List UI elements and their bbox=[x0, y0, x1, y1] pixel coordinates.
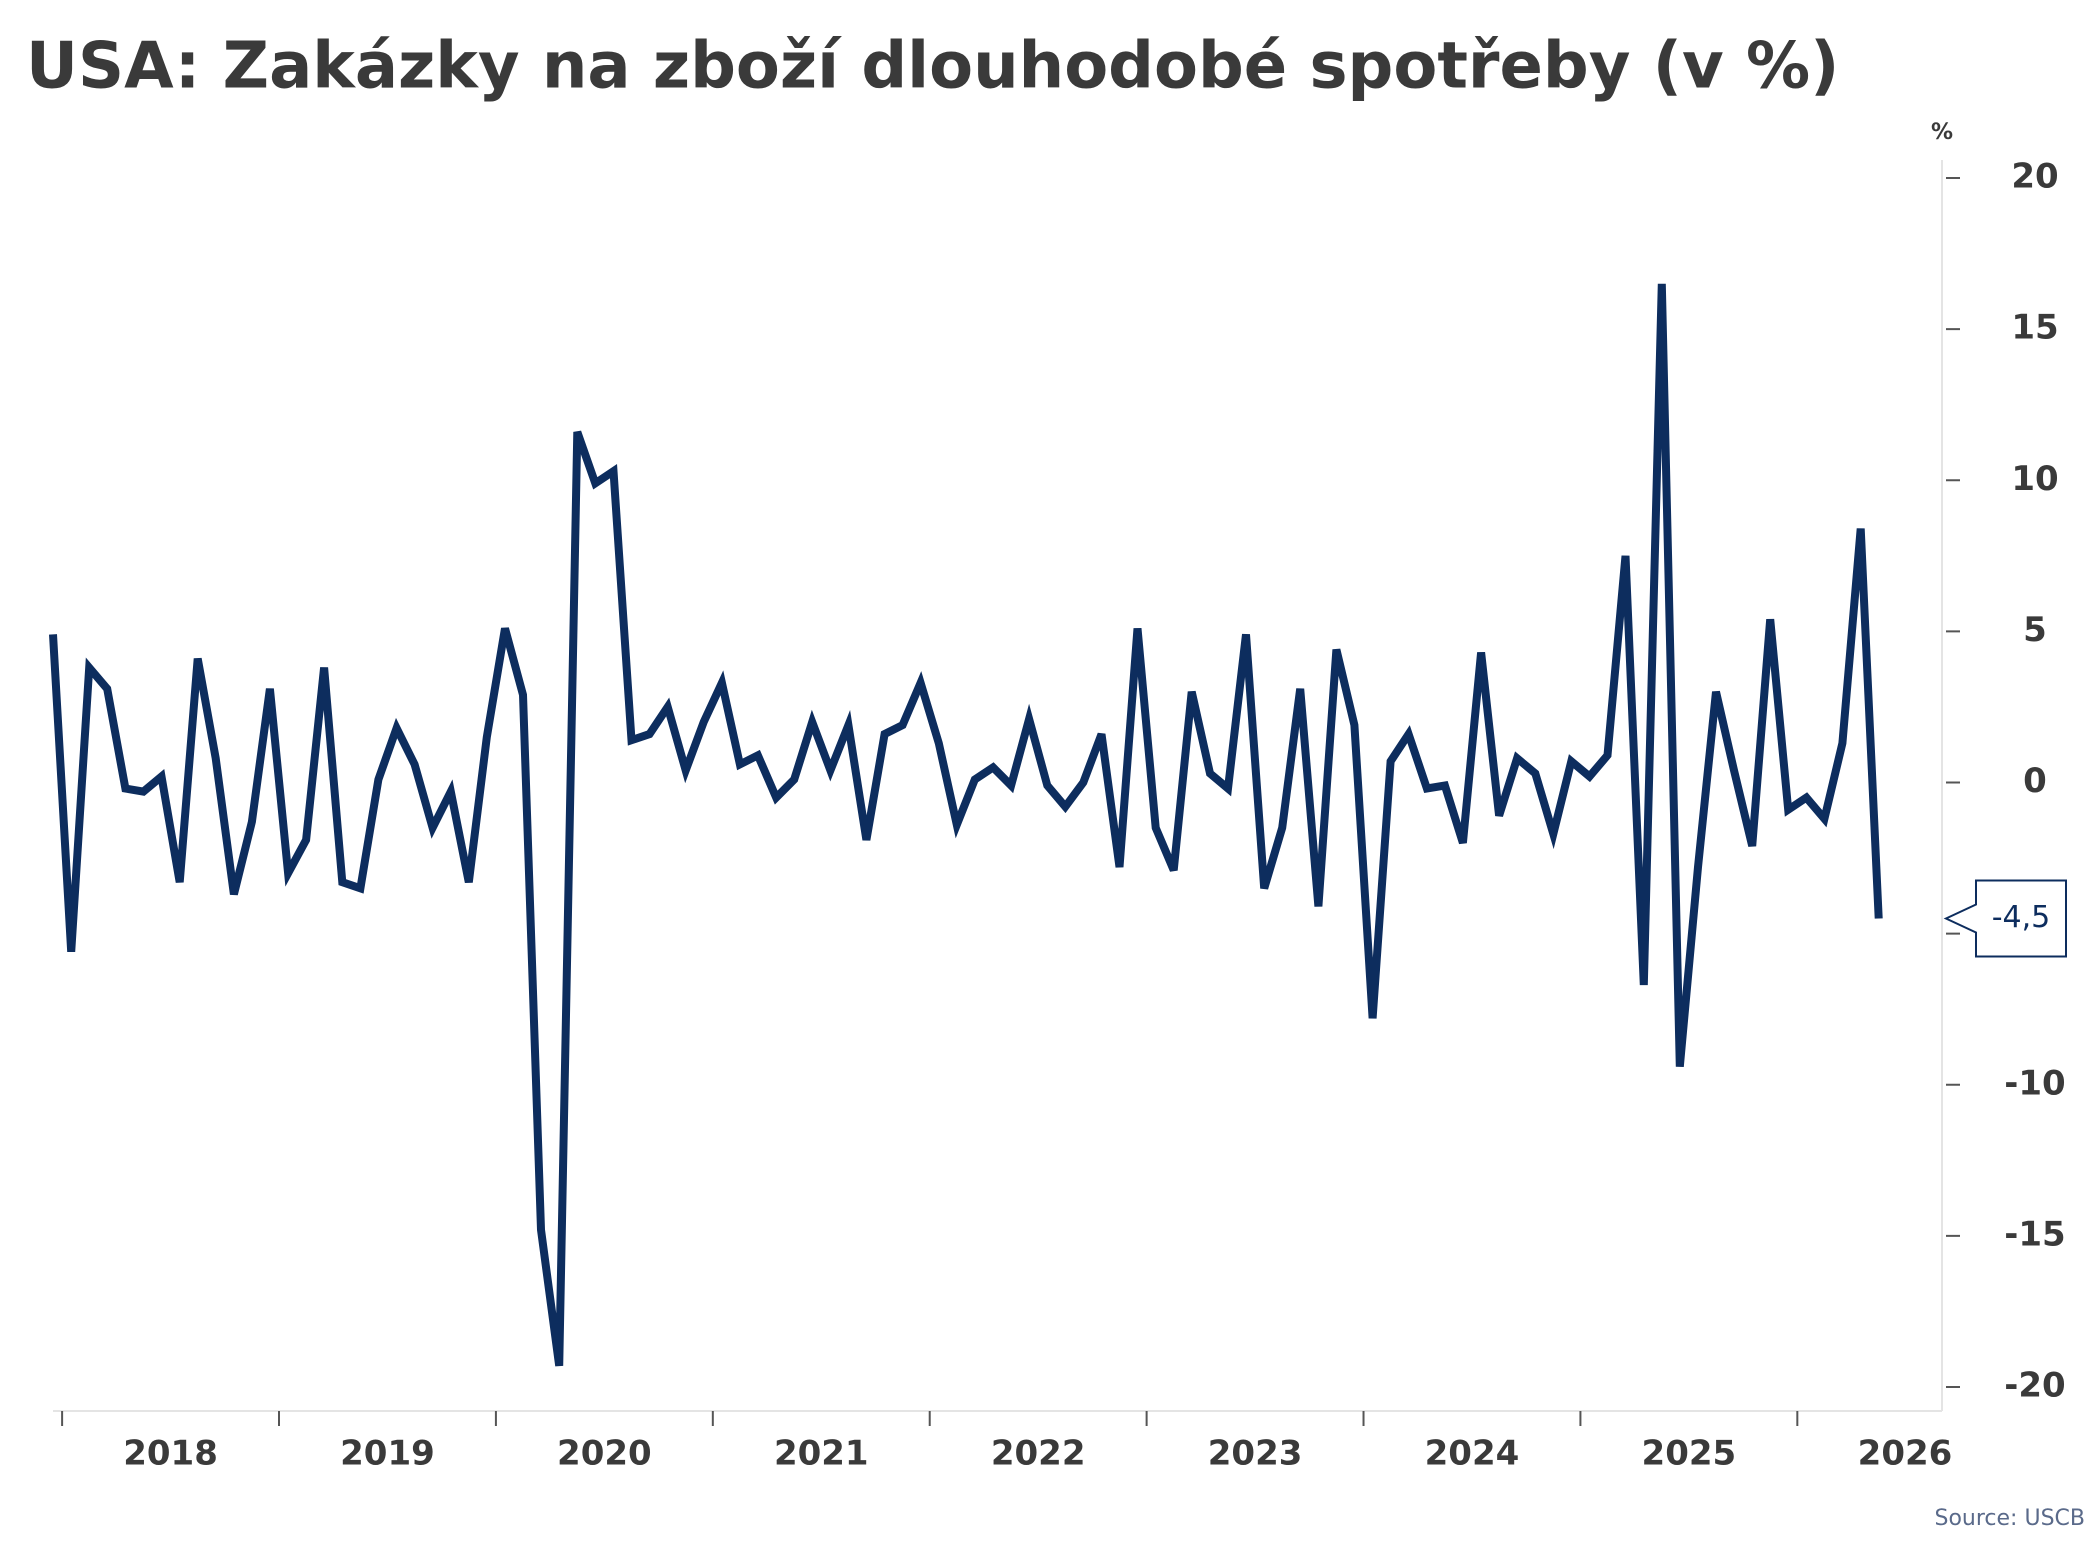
x-tick-label: 2023 bbox=[1208, 1434, 1303, 1474]
x-tick-label: 2021 bbox=[774, 1434, 869, 1474]
chart-title: USA: Zakázky na zboží dlouhodobé spotřeb… bbox=[26, 30, 1839, 104]
source: Source: USCB bbox=[1935, 1506, 2086, 1531]
value-label: -4,5 bbox=[1992, 900, 2051, 935]
x-tick-label: 2026 bbox=[1858, 1434, 1953, 1474]
x-tick-label: 2020 bbox=[557, 1434, 652, 1474]
y-tick-label: 20 bbox=[2011, 157, 2058, 197]
x-tick-label: 2022 bbox=[991, 1434, 1086, 1474]
x-tick-label: 2025 bbox=[1642, 1434, 1737, 1474]
y-tick-label: 5 bbox=[2023, 610, 2047, 650]
y-tick-label: 10 bbox=[2011, 459, 2058, 499]
y-unit: % bbox=[1931, 120, 1953, 145]
x-tick-label: 2024 bbox=[1425, 1434, 1520, 1474]
data-line bbox=[49, 283, 1883, 1367]
x-tick-label: 2018 bbox=[123, 1434, 218, 1474]
y-tick-label: -15 bbox=[2004, 1214, 2065, 1254]
x-tick-label: 2019 bbox=[340, 1434, 435, 1474]
value-label-box bbox=[1943, 879, 2067, 958]
y-tick-label: -20 bbox=[2004, 1366, 2065, 1406]
y-tick-label: 0 bbox=[2023, 761, 2047, 801]
y-tick-label: 15 bbox=[2011, 308, 2058, 348]
y-tick-label: -10 bbox=[2004, 1063, 2065, 1103]
